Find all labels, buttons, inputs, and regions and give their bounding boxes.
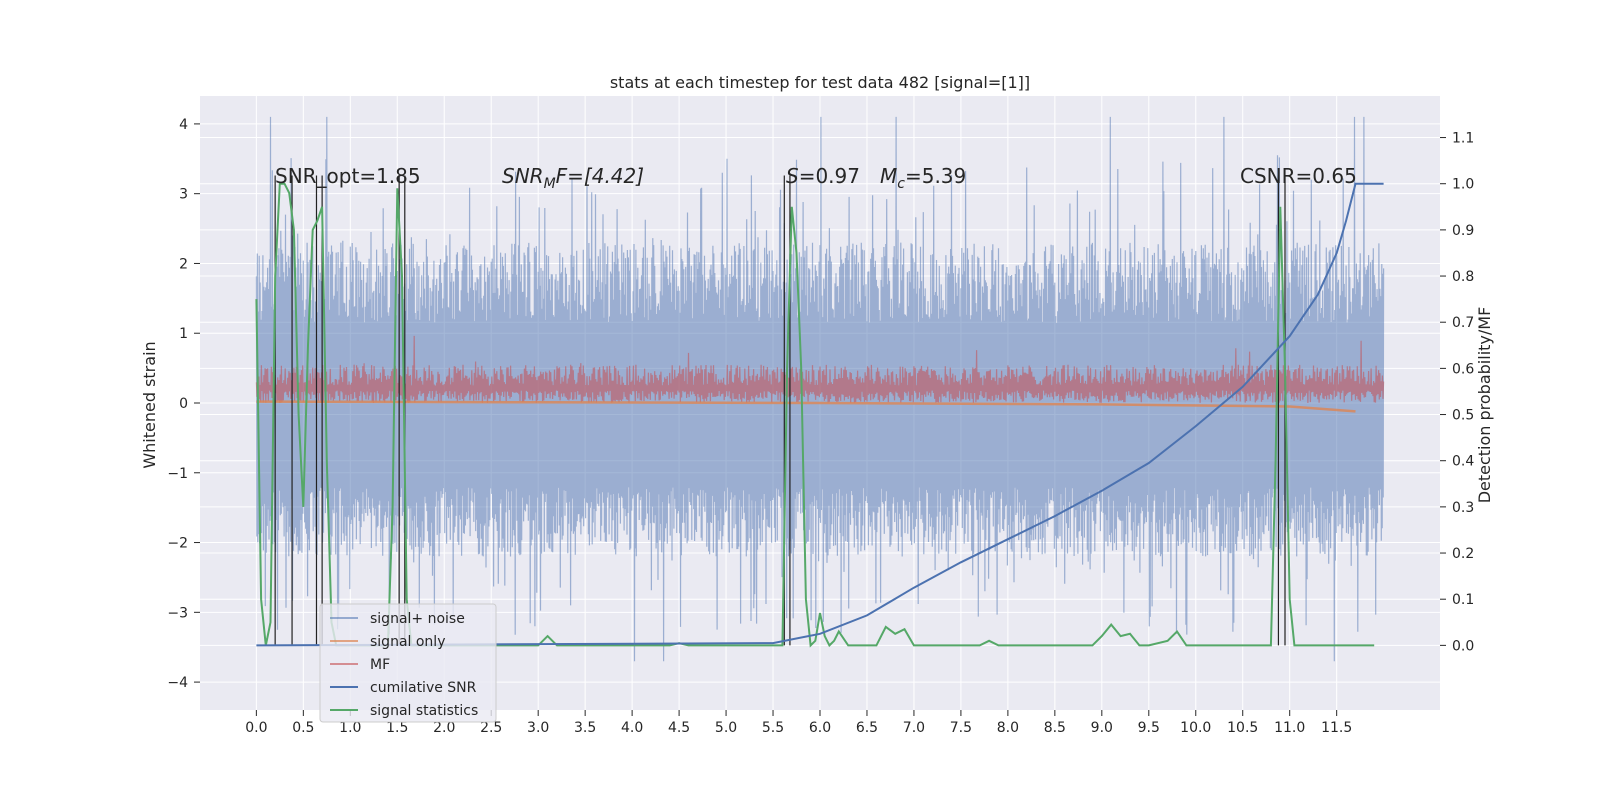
- signal-noise-line: [255, 116, 1385, 662]
- x-tick-label: 8.0: [997, 720, 1019, 736]
- annotation-snr-opt: SNR_opt=1.85: [275, 164, 421, 188]
- x-tick-label: 4.0: [621, 720, 643, 736]
- x-tick-label: 5.0: [715, 720, 737, 736]
- x-tick-label: 0.5: [292, 720, 314, 736]
- x-tick-label: 3.5: [574, 720, 596, 736]
- y-right-tick-label: 0.2: [1452, 546, 1474, 562]
- series-mf: [255, 335, 1385, 404]
- x-tick-label: 6.5: [856, 720, 878, 736]
- y-right-tick-label: 0.3: [1452, 500, 1474, 516]
- series-signal-statistics: [255, 182, 1375, 648]
- x-tick-label: 7.5: [950, 720, 972, 736]
- y-right-tick-label: 0.0: [1452, 638, 1474, 654]
- x-tick-label: 3.0: [527, 720, 549, 736]
- series-cumilative-snr: [256, 182, 1384, 647]
- y-left-tick-label: 0: [179, 396, 188, 412]
- y-left-tick-label: −4: [167, 675, 188, 691]
- annotation-csnr: CSNR=0.65: [1240, 164, 1357, 188]
- x-tick-label: 4.5: [668, 720, 690, 736]
- signal-only-line: [256, 400, 1356, 413]
- y-left-tick-label: 1: [179, 326, 188, 342]
- y-right-tick-label: 0.5: [1452, 408, 1474, 424]
- y-right-tick-label: 0.8: [1452, 269, 1474, 285]
- legend-label-mf: MF: [370, 657, 390, 673]
- legend-label-signal-only: signal only: [370, 634, 445, 650]
- x-tick-label: 2.5: [480, 720, 502, 736]
- x-tick-label: 10.0: [1180, 720, 1211, 736]
- y-axis-left-label: Whitened strain: [140, 341, 159, 468]
- mf-line: [255, 335, 1385, 404]
- x-tick-label: 11.0: [1274, 720, 1305, 736]
- y-right-tick-label: 0.6: [1452, 361, 1474, 377]
- x-tick-label: 5.5: [762, 720, 784, 736]
- x-tick-label: 2.0: [433, 720, 455, 736]
- y-left-tick-label: 4: [179, 117, 188, 133]
- y-axis-right: 1.1 1.0 0.9 0.8 0.7 0.6 0.5 0.4 0.3 0.2 0.1 0.0: [1440, 131, 1474, 654]
- y-left-tick-label: 3: [179, 187, 188, 203]
- legend-label-signal-statistics: signal statistics: [370, 703, 478, 719]
- y-right-tick-label: 0.1: [1452, 592, 1474, 608]
- y-right-tick-label: 0.4: [1452, 454, 1474, 470]
- annotation-mc-sub: c: [897, 176, 905, 192]
- annotation-snr-mf-sub: M: [544, 176, 556, 192]
- chart-title: stats at each timestep for test data 482…: [610, 73, 1030, 92]
- annotation-mc-rest: =5.39: [905, 164, 966, 188]
- y-right-tick-label: 1.0: [1452, 177, 1474, 193]
- y-left-tick-label: −2: [167, 536, 188, 552]
- series-signal-noise: [255, 116, 1385, 662]
- x-tick-label: 1.5: [386, 720, 408, 736]
- x-tick-label: 6.0: [809, 720, 831, 736]
- x-tick-label: 9.5: [1138, 720, 1160, 736]
- annotation-s-rest: =0.97: [799, 164, 860, 188]
- x-tick-label: 7.0: [903, 720, 925, 736]
- x-tick-label: 8.5: [1044, 720, 1066, 736]
- x-tick-label: 0.0: [245, 720, 267, 736]
- y-left-tick-label: −3: [167, 605, 188, 621]
- x-tick-label: 9.0: [1091, 720, 1113, 736]
- legend-label-cumilative-snr: cumilative SNR: [370, 680, 477, 696]
- y-axis-left: 4 3 2 1 0 −1 −2 −3 −4: [167, 117, 200, 691]
- x-tick-label: 10.5: [1227, 720, 1258, 736]
- legend: signal+ noise signal only MF cumilative …: [319, 603, 497, 723]
- annotation-s-main: S: [786, 164, 799, 188]
- annotation-s: S=0.97: [786, 164, 860, 188]
- annotation-snr-mf-main: SNR: [502, 164, 544, 188]
- annotation-snr-mf-rest: F=[4.42]: [556, 164, 644, 188]
- series-signal-only: [256, 400, 1356, 413]
- y-right-tick-label: 1.1: [1452, 131, 1474, 147]
- y-left-tick-label: 2: [179, 256, 188, 272]
- signal-statistics-line: [255, 182, 1375, 648]
- legend-label-signal-noise: signal+ noise: [370, 611, 465, 627]
- x-tick-label: 11.5: [1321, 720, 1352, 736]
- x-tick-label: 1.0: [339, 720, 361, 736]
- y-left-tick-label: −1: [167, 466, 188, 482]
- x-axis: 0.0 0.5 1.0 1.5 2.0 2.5 3.0 3.5 4.0 4.5 5.0 5.5 6.0 6…: [245, 710, 1352, 736]
- y-right-tick-label: 0.9: [1452, 223, 1474, 239]
- annotation-snr-mf: SNRMF=[4.42]: [502, 164, 644, 192]
- annotation-mc: Mc=5.39: [880, 164, 966, 192]
- y-right-tick-label: 0.7: [1452, 315, 1474, 331]
- cumilative-snr-line: [256, 182, 1384, 647]
- legend-box: [319, 603, 497, 723]
- annotation-mc-main: M: [880, 164, 897, 188]
- y-axis-right-label: Detection probability/MF: [1475, 307, 1494, 504]
